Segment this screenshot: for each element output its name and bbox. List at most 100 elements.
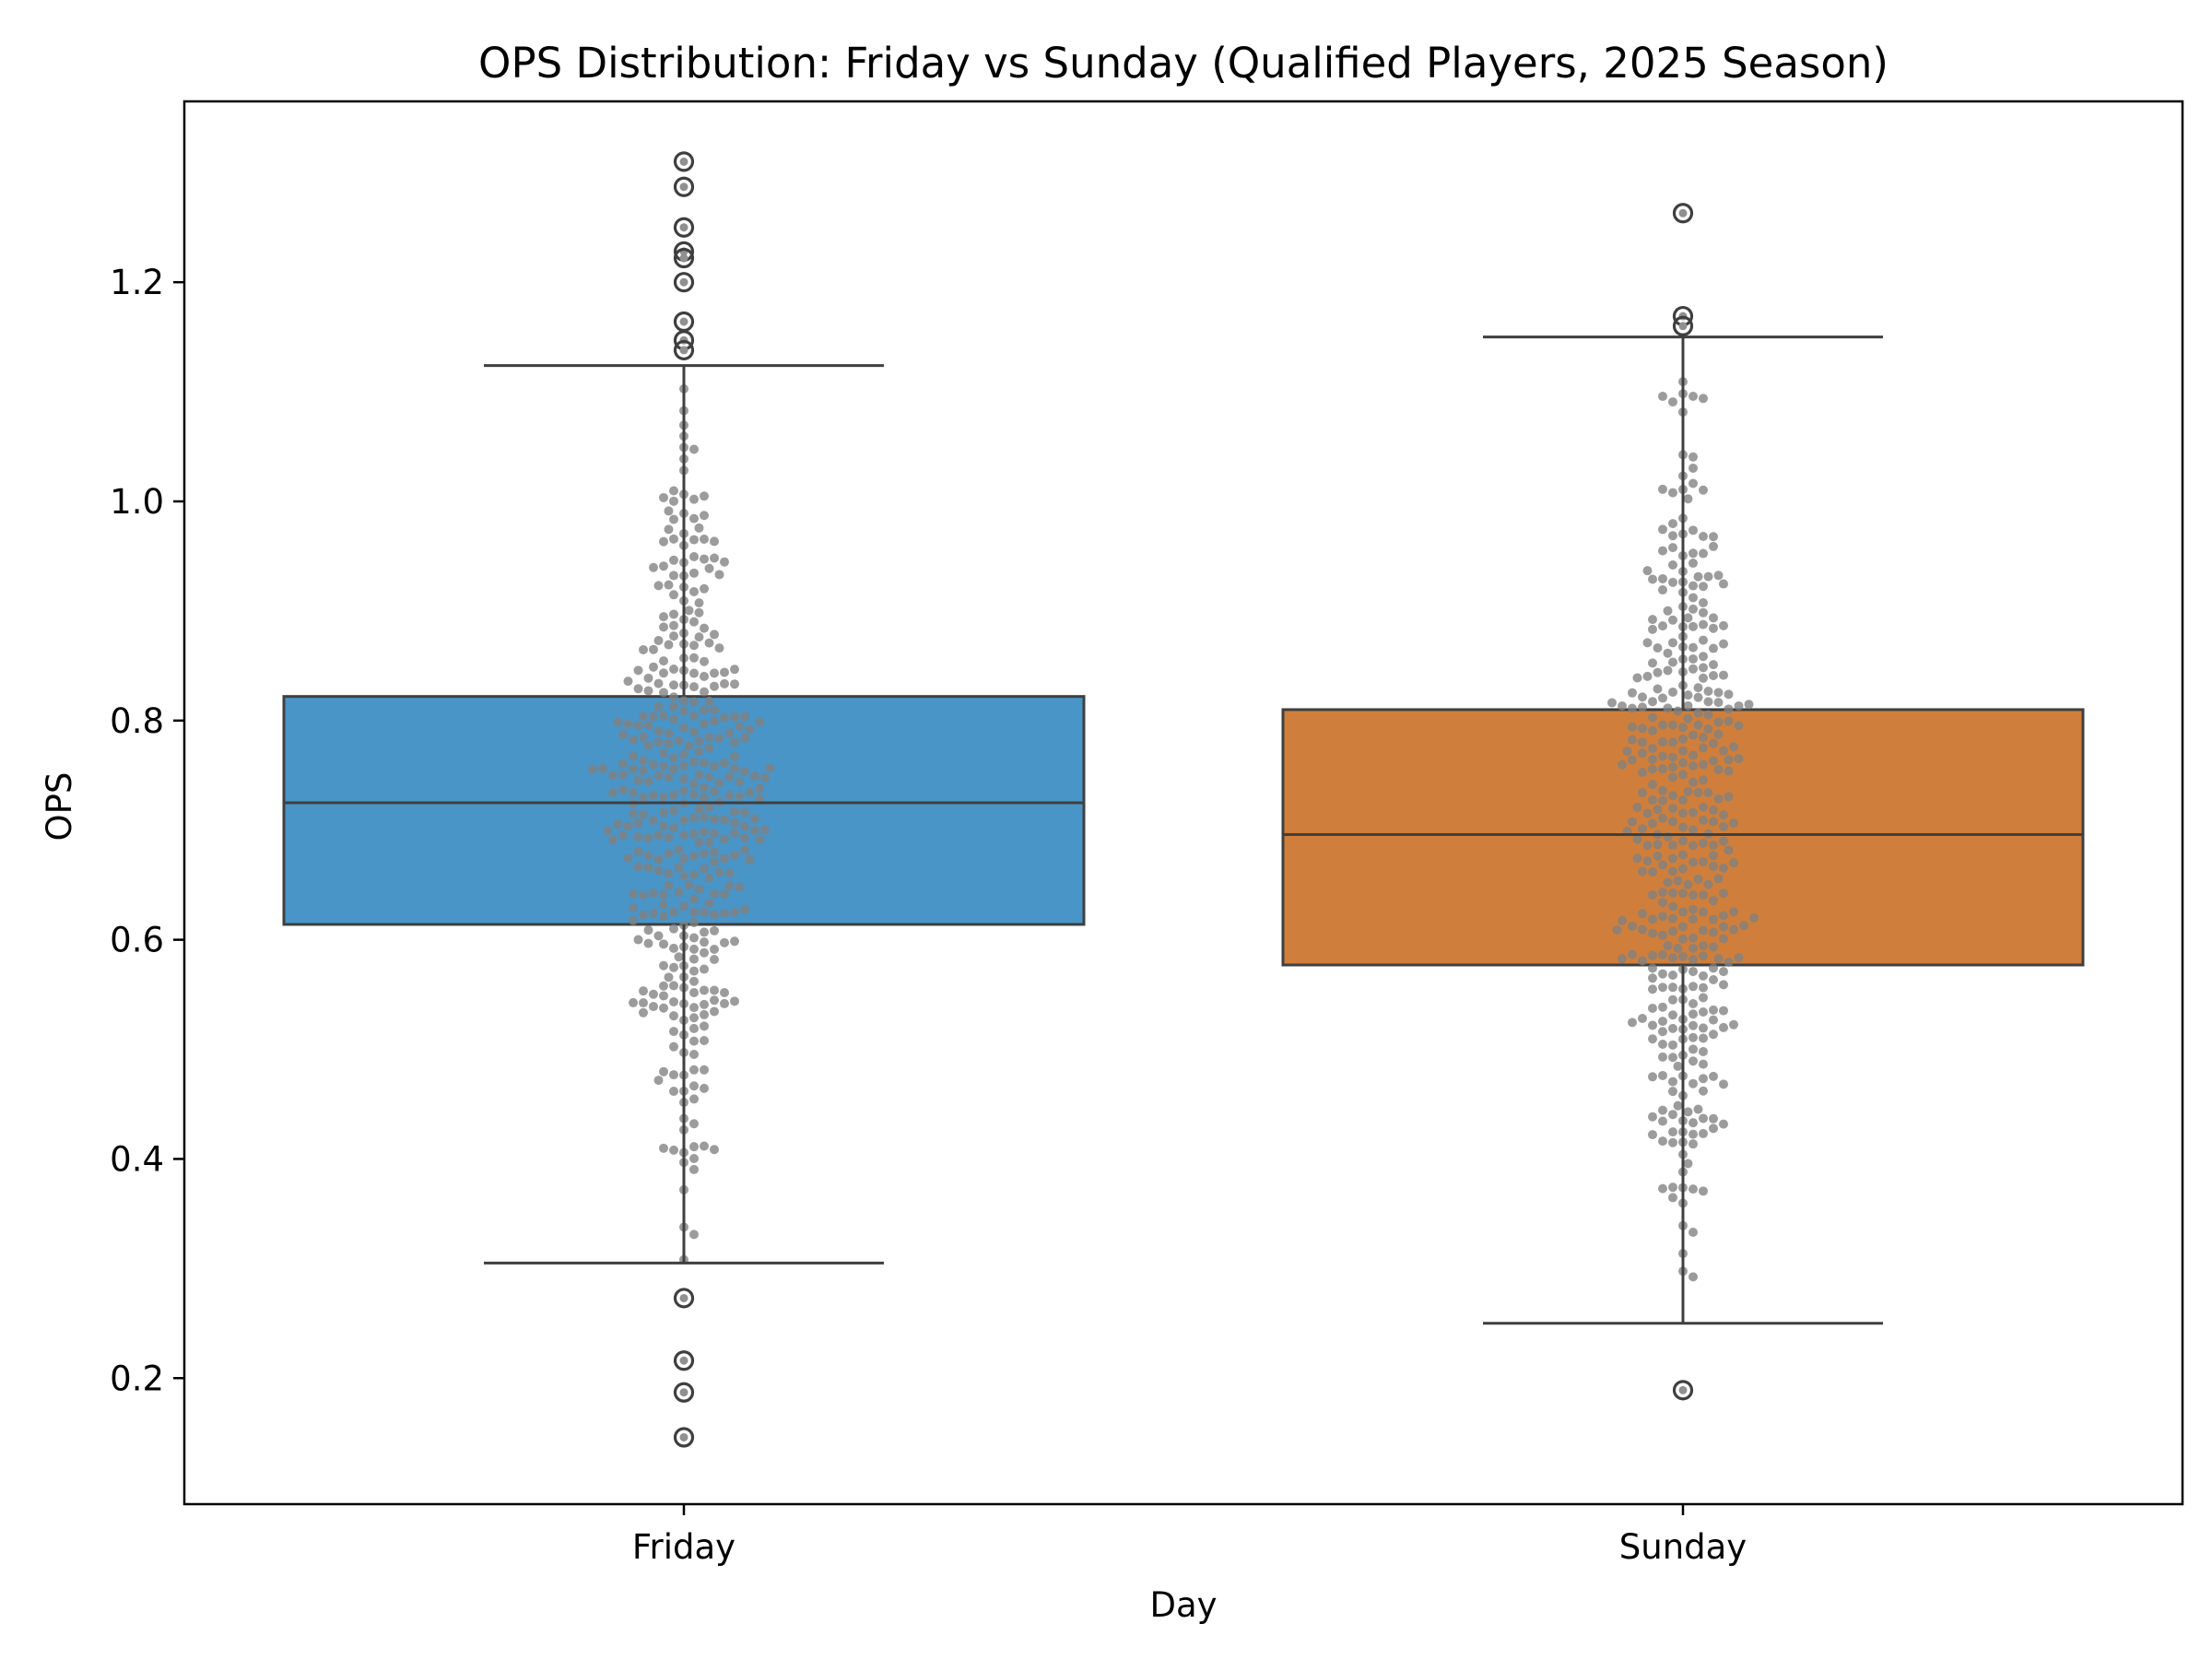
swarm-point [1688, 642, 1698, 653]
swarm-point [1699, 971, 1708, 981]
swarm-point [1648, 984, 1657, 994]
swarm-point [730, 665, 739, 675]
swarm-point [735, 792, 745, 802]
swarm-point [1658, 795, 1667, 806]
swarm-point [679, 870, 688, 880]
swarm-point [1632, 802, 1642, 812]
swarm-point [643, 863, 653, 873]
swarm-friday [588, 383, 775, 1265]
swarm-point [1688, 548, 1698, 559]
swarm-point [1658, 1052, 1667, 1062]
swarm-point [1688, 1184, 1698, 1194]
swarm-point [714, 778, 724, 788]
swarm-point [1668, 1077, 1677, 1087]
x-tick-label-friday: Friday [632, 1527, 735, 1567]
swarm-point [689, 653, 699, 663]
swarm-point [1658, 813, 1667, 823]
swarm-point [649, 790, 658, 800]
swarm-point [1699, 1006, 1708, 1017]
swarm-point [1688, 825, 1698, 835]
swarm-point [1668, 543, 1677, 553]
swarm-point [1668, 901, 1677, 912]
swarm-point [1688, 914, 1698, 924]
swarm-point [704, 772, 714, 782]
swarm-point [1668, 866, 1677, 877]
swarm-point [700, 964, 709, 974]
swarm-point [1724, 716, 1734, 726]
swarm-point [1648, 624, 1657, 634]
swarm-point [710, 761, 719, 771]
swarm-point [669, 764, 678, 774]
swarm-point [1688, 750, 1698, 760]
swarm-point [689, 1154, 699, 1164]
swarm-point [1648, 1130, 1657, 1140]
swarm-point [710, 786, 719, 796]
swarm-point [1628, 703, 1637, 713]
swarm-point [1607, 698, 1617, 708]
swarm-point [1628, 1018, 1637, 1028]
swarm-point [649, 989, 658, 999]
swarm-point [653, 678, 664, 688]
swarm-point [710, 705, 719, 715]
swarm-point [1658, 392, 1667, 402]
swarm-point [643, 925, 653, 935]
swarm-point [1713, 729, 1724, 739]
swarm-point [1719, 934, 1728, 944]
swarm-point [649, 888, 658, 899]
swarm-point [629, 888, 638, 899]
swarm-point [659, 612, 668, 622]
swarm-point [1713, 688, 1724, 698]
swarm-point [1688, 955, 1698, 965]
outlier-point-core [1678, 208, 1688, 218]
swarm-point [613, 717, 623, 727]
swarm-point [653, 771, 664, 781]
swarm-point [700, 491, 709, 501]
swarm-point [679, 723, 688, 733]
swarm-point [1703, 724, 1713, 734]
swarm-point [1668, 1127, 1677, 1137]
swarm-point [1688, 982, 1698, 992]
swarm-point [1699, 1186, 1708, 1196]
swarm-point [694, 607, 704, 618]
swarm-point [1688, 478, 1698, 488]
swarm-point [1699, 1033, 1708, 1043]
swarm-point [1719, 670, 1728, 680]
swarm-point [1668, 577, 1677, 587]
swarm-point [1653, 840, 1663, 850]
swarm-point [1729, 818, 1738, 829]
swarm-point [1739, 921, 1748, 931]
box-group-friday [282, 151, 1086, 1448]
swarm-point [1648, 928, 1657, 938]
swarm-point [1703, 571, 1713, 582]
swarm-point [740, 821, 749, 831]
swarm-point [1699, 951, 1708, 961]
swarm-point [669, 555, 678, 565]
swarm-point [1668, 1023, 1677, 1033]
swarm-point [720, 678, 729, 688]
swarm-point [1642, 566, 1653, 576]
swarm-point [1683, 690, 1693, 700]
swarm-point [689, 1119, 699, 1129]
swarm-point [689, 1164, 699, 1174]
swarm-point [1658, 1070, 1667, 1080]
swarm-point [1709, 817, 1718, 827]
swarm-point [1719, 1119, 1728, 1129]
swarm-point [1688, 1020, 1698, 1030]
swarm-point [664, 640, 674, 650]
swarm-point [1688, 525, 1698, 535]
box-friday [282, 695, 1086, 926]
swarm-point [694, 804, 704, 814]
swarm-point [679, 830, 688, 841]
swarm-point [1638, 866, 1647, 877]
swarm-point [1688, 1272, 1698, 1282]
swarm-point [1699, 652, 1708, 662]
swarm-point [700, 1009, 709, 1019]
outlier-point-core [679, 223, 688, 232]
swarm-point [1719, 639, 1728, 649]
swarm-point [720, 712, 729, 723]
swarm-point [1699, 607, 1708, 618]
swarm-point [710, 536, 719, 547]
swarm-point [674, 862, 684, 872]
swarm-point [1688, 967, 1698, 977]
chart-title: OPS Distribution: Friday vs Sunday (Qual… [478, 39, 1888, 88]
